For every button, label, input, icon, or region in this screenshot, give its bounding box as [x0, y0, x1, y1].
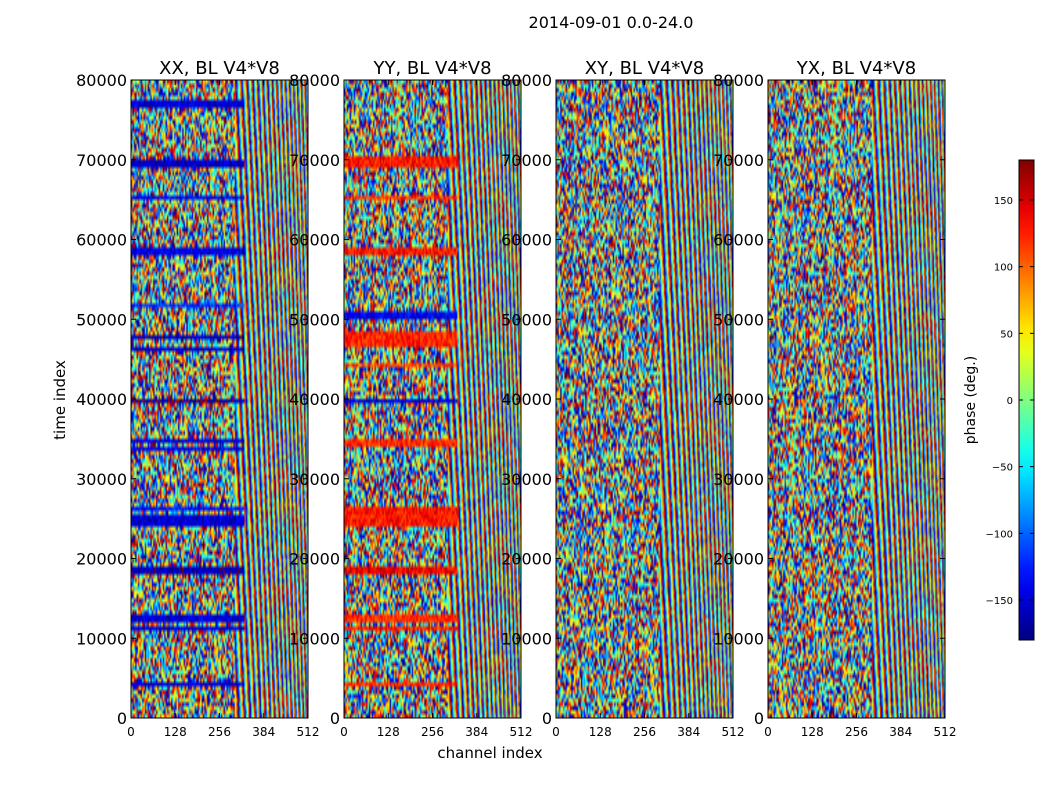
- ytick-label: 20000: [501, 550, 552, 569]
- xtick-label: 384: [252, 725, 275, 739]
- colorbar-tick-label: −100: [986, 529, 1013, 540]
- ytick-label: 10000: [713, 629, 764, 648]
- xtick-label: 512: [722, 725, 745, 739]
- xtick-label: 0: [340, 725, 348, 739]
- y-axis-label: time index: [51, 360, 69, 440]
- ytick-label: 60000: [76, 231, 127, 250]
- panel-1: XX, BL V4*V8 0 10000 20000 30000 40000 50000 60…: [76, 58, 319, 739]
- xtick-label: 384: [465, 725, 488, 739]
- heatmap-3: [556, 80, 733, 718]
- panels: XX, BL V4*V8 0 10000 20000 30000 40000 50000 60…: [76, 58, 956, 739]
- xtick-label: 128: [164, 725, 187, 739]
- heatmap-1: [131, 80, 308, 718]
- ytick-label: 30000: [76, 470, 127, 489]
- ytick-label: 50000: [76, 310, 127, 329]
- xtick-label: 0: [552, 725, 560, 739]
- panel-4: YX, BL V4*V8 0 10000 20000 30000 40000 50000 60…: [713, 58, 956, 739]
- colorbar-tick-label: 50: [1000, 329, 1013, 340]
- colorbar-tick-label: 150: [994, 196, 1013, 207]
- xtick-label: 384: [677, 725, 700, 739]
- colorbar-label: phase (deg.): [963, 356, 979, 444]
- panel-2: YY, BL V4*V8 0 10000 20000 30000 40000 50000 60…: [289, 58, 532, 739]
- ytick-label: 60000: [501, 231, 552, 250]
- ytick-label: 80000: [76, 71, 127, 90]
- panel-title-4: YX, BL V4*V8: [796, 58, 916, 79]
- colorbar-tick-label: 100: [994, 263, 1013, 274]
- ytick-label: 20000: [289, 550, 340, 569]
- panel-3: XY, BL V4*V8 0 10000 20000 30000 40000 50000 60…: [501, 58, 744, 739]
- ytick-label: 70000: [501, 151, 552, 170]
- ytick-label: 30000: [501, 470, 552, 489]
- ytick-label: 50000: [713, 310, 764, 329]
- colorbar-tick-label: −50: [992, 463, 1013, 474]
- ytick-label: 80000: [501, 71, 552, 90]
- ytick-label: 50000: [501, 310, 552, 329]
- xtick-label: 512: [934, 725, 957, 739]
- ytick-label: 70000: [76, 151, 127, 170]
- ytick-label: 0: [117, 709, 127, 728]
- ytick-label: 0: [754, 709, 764, 728]
- ytick-label: 80000: [289, 71, 340, 90]
- ytick-label: 40000: [713, 390, 764, 409]
- ytick-label: 30000: [289, 470, 340, 489]
- ytick-label: 40000: [289, 390, 340, 409]
- xtick-label: 256: [845, 725, 868, 739]
- xtick-label: 512: [297, 725, 320, 739]
- x-axis-label: channel index: [437, 744, 542, 762]
- ytick-label: 50000: [289, 310, 340, 329]
- ytick-label: 10000: [289, 629, 340, 648]
- xtick-label: 0: [127, 725, 135, 739]
- panel-title-1: XX, BL V4*V8: [159, 58, 280, 79]
- ytick-label: 80000: [713, 71, 764, 90]
- colorbar-tick-label: 0: [1007, 396, 1013, 407]
- ytick-label: 40000: [501, 390, 552, 409]
- xtick-label: 256: [633, 725, 656, 739]
- ytick-label: 60000: [289, 231, 340, 250]
- xtick-label: 0: [764, 725, 772, 739]
- figure-title: 2014-09-01 0.0-24.0: [529, 13, 694, 32]
- colorbar: 150 100 50 0 −50 −100 −150: [986, 159, 1035, 641]
- ytick-label: 10000: [76, 629, 127, 648]
- xtick-label: 128: [801, 725, 824, 739]
- ytick-label: 10000: [501, 629, 552, 648]
- panel-title-3: XY, BL V4*V8: [585, 58, 704, 79]
- xtick-label: 128: [377, 725, 400, 739]
- ytick-label: 20000: [76, 550, 127, 569]
- xtick-label: 384: [889, 725, 912, 739]
- ytick-label: 30000: [713, 470, 764, 489]
- xtick-label: 256: [421, 725, 444, 739]
- colorbar-tick-label: −150: [986, 596, 1013, 607]
- ytick-label: 0: [542, 709, 552, 728]
- ytick-label: 0: [330, 709, 340, 728]
- xtick-label: 128: [589, 725, 612, 739]
- panel-title-2: YY, BL V4*V8: [372, 58, 491, 79]
- ytick-label: 70000: [713, 151, 764, 170]
- ytick-label: 60000: [713, 231, 764, 250]
- heatmap-4: [768, 80, 945, 718]
- xtick-label: 256: [208, 725, 231, 739]
- ytick-label: 40000: [76, 390, 127, 409]
- xtick-label: 512: [510, 725, 533, 739]
- ytick-label: 20000: [713, 550, 764, 569]
- heatmap-2: [344, 80, 521, 718]
- ytick-label: 70000: [289, 151, 340, 170]
